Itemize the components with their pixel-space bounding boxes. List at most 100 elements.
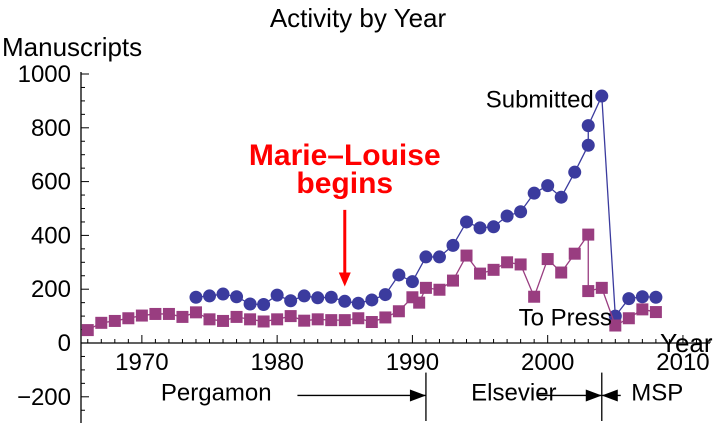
chart-title: Activity by Year bbox=[270, 3, 447, 33]
data-point bbox=[474, 267, 487, 280]
x-tick-label: 2010 bbox=[656, 349, 709, 376]
data-point bbox=[413, 296, 426, 309]
annotation-line-2: begins bbox=[296, 167, 393, 200]
data-point bbox=[501, 256, 514, 269]
era-arrow-head bbox=[409, 389, 426, 402]
data-point bbox=[568, 165, 582, 179]
data-point bbox=[230, 290, 244, 304]
data-point bbox=[338, 294, 352, 308]
data-point bbox=[244, 313, 257, 326]
x-tick-label: 2000 bbox=[521, 349, 574, 376]
data-point bbox=[581, 119, 595, 133]
x-tick-label: 1990 bbox=[386, 349, 439, 376]
era-label: MSP bbox=[631, 379, 683, 406]
data-point bbox=[352, 312, 365, 325]
x-tick-label: 1980 bbox=[250, 349, 303, 376]
data-point bbox=[432, 250, 446, 264]
data-point bbox=[582, 228, 595, 241]
data-point bbox=[271, 313, 284, 326]
data-point bbox=[554, 190, 568, 204]
data-point bbox=[555, 266, 568, 279]
data-point bbox=[284, 294, 298, 308]
data-point bbox=[122, 312, 135, 325]
x-axis-title: Year bbox=[660, 328, 713, 358]
data-point bbox=[189, 290, 203, 304]
y-tick-label: 0 bbox=[58, 330, 71, 357]
data-point bbox=[582, 285, 595, 298]
annotation-arrow-head bbox=[338, 272, 351, 287]
series-submitted bbox=[189, 89, 663, 323]
data-point bbox=[338, 314, 351, 327]
data-point bbox=[595, 89, 609, 103]
data-point bbox=[405, 275, 419, 289]
data-point bbox=[392, 305, 405, 318]
data-point bbox=[324, 290, 338, 304]
data-point bbox=[311, 313, 324, 326]
data-point bbox=[419, 281, 432, 294]
data-point bbox=[365, 316, 378, 329]
data-point bbox=[270, 288, 284, 302]
data-point bbox=[636, 303, 649, 316]
data-point bbox=[257, 315, 270, 328]
data-point bbox=[217, 314, 230, 327]
data-point bbox=[379, 311, 392, 324]
y-tick-label: 200 bbox=[31, 276, 71, 303]
data-point bbox=[149, 307, 162, 320]
era-label: Pergamon bbox=[161, 379, 272, 406]
data-point bbox=[365, 293, 379, 307]
y-tick-label: 400 bbox=[31, 222, 71, 249]
data-point bbox=[595, 281, 608, 294]
annotation-line-1: Marie–Louise bbox=[249, 139, 441, 172]
data-point bbox=[378, 288, 392, 302]
to-press-label: To Press bbox=[519, 304, 612, 331]
y-tick-label: 800 bbox=[31, 115, 71, 142]
data-point bbox=[203, 289, 217, 303]
data-point bbox=[135, 309, 148, 322]
data-point bbox=[635, 290, 649, 304]
data-point bbox=[392, 268, 406, 282]
data-point bbox=[216, 287, 230, 301]
data-point bbox=[487, 220, 501, 234]
data-point bbox=[189, 306, 202, 319]
data-point bbox=[514, 205, 528, 219]
data-point bbox=[514, 258, 527, 271]
data-point bbox=[541, 179, 555, 193]
data-point bbox=[176, 310, 189, 323]
data-point bbox=[351, 296, 365, 310]
data-point bbox=[446, 274, 459, 287]
era-arrow-head bbox=[585, 389, 602, 402]
data-point bbox=[446, 238, 460, 252]
data-point bbox=[433, 283, 446, 296]
data-point bbox=[487, 263, 500, 276]
data-point bbox=[649, 306, 662, 319]
data-point bbox=[257, 298, 271, 312]
data-point bbox=[108, 314, 121, 327]
data-point bbox=[95, 316, 108, 329]
data-point bbox=[284, 310, 297, 323]
y-tick-label: 600 bbox=[31, 169, 71, 196]
data-point bbox=[230, 310, 243, 323]
data-point bbox=[581, 138, 595, 152]
axes-layer: −200 0 200 400 600 800 1000 1970 1980 1990 2000 201… bbox=[17, 61, 711, 423]
data-point bbox=[460, 215, 474, 229]
data-point bbox=[609, 319, 622, 332]
data-point bbox=[81, 324, 94, 337]
data-point bbox=[311, 291, 325, 305]
data-point bbox=[419, 250, 433, 264]
y-axis-title: Manuscripts bbox=[2, 32, 142, 62]
data-point bbox=[622, 312, 635, 325]
data-point bbox=[528, 290, 541, 303]
data-point bbox=[622, 292, 636, 306]
data-point bbox=[325, 314, 338, 327]
data-point bbox=[527, 186, 541, 200]
data-point bbox=[460, 249, 473, 262]
x-tick-label: 1970 bbox=[115, 349, 168, 376]
y-tick-label: −200 bbox=[17, 384, 71, 411]
series-to-press bbox=[81, 228, 662, 337]
data-point bbox=[541, 253, 554, 266]
data-point bbox=[243, 297, 257, 311]
data-point bbox=[297, 289, 311, 303]
data-point bbox=[500, 209, 514, 223]
